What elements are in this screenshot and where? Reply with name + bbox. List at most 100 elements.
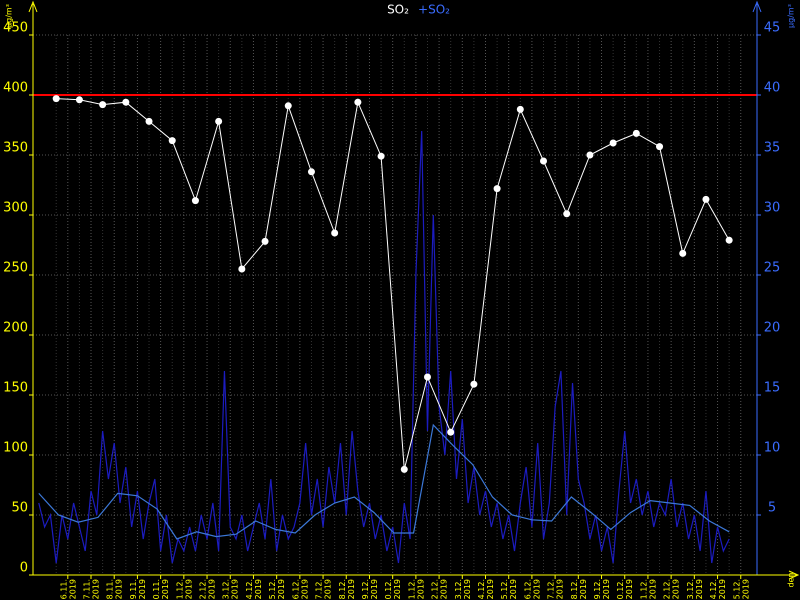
x-tick-label: 13.12.	[454, 579, 463, 600]
x-tick-year: 2019	[648, 579, 657, 599]
data-point	[447, 428, 455, 436]
series-line	[38, 423, 730, 540]
x-axis-label: den	[787, 572, 796, 587]
data-point	[563, 210, 571, 218]
x-tick-year: 2019	[277, 579, 286, 599]
data-point	[261, 237, 269, 245]
y2-tick-label: 25	[764, 261, 781, 276]
x-tick-label: 10.12.	[384, 579, 393, 600]
x-tick-year: 2019	[556, 579, 565, 599]
x-tick-label: 4.12.	[245, 579, 254, 599]
y-tick-label: 0	[20, 561, 28, 576]
series-line	[38, 130, 730, 564]
x-tick-year: 2019	[184, 579, 193, 599]
data-point	[609, 139, 617, 147]
data-point	[331, 229, 339, 237]
y-tick-label: 400	[3, 81, 28, 96]
data-point	[238, 265, 246, 273]
y2-tick-label: 15	[764, 381, 781, 396]
y2-tick-label: 10	[764, 441, 781, 456]
x-tick-year: 2019	[602, 579, 611, 599]
x-axis-arrow	[788, 570, 800, 580]
x-tick-year: 2019	[416, 579, 425, 599]
x-tick-label: 8.12.	[338, 579, 347, 599]
x-tick-year: 2019	[463, 579, 472, 599]
x-tick-label: 28.11.	[106, 579, 115, 600]
x-tick-label: 26.11.	[59, 579, 68, 600]
y2-tick-label: 45	[764, 21, 781, 36]
x-tick-year: 2019	[300, 579, 309, 599]
x-tick-year: 2019	[208, 579, 217, 599]
series-line	[56, 98, 730, 470]
data-point	[99, 101, 107, 109]
x-tick-label: 30.11.	[152, 579, 161, 600]
x-tick-label: 11.12.	[407, 579, 416, 600]
x-tick-label: 29.11.	[129, 579, 138, 600]
x-tick-label: 6.12.	[291, 579, 300, 599]
legend-entry: SO₂	[387, 3, 409, 17]
x-tick-label: 27.11.	[83, 579, 92, 600]
x-tick-label: 3.12.	[222, 579, 231, 599]
x-tick-year: 2019	[532, 579, 541, 599]
data-point	[52, 95, 60, 103]
x-tick-label: 21.12.	[639, 579, 648, 600]
x-tick-label: 14.12.	[477, 579, 486, 600]
x-tick-year: 2019	[370, 579, 379, 599]
x-tick-label: 25.12.	[732, 579, 741, 600]
data-point	[307, 168, 315, 176]
x-tick-year: 2019	[231, 579, 240, 599]
data-point	[702, 195, 710, 203]
data-point	[145, 117, 153, 125]
x-tick-year: 2019	[718, 579, 727, 599]
x-tick-label: 1.12.	[175, 579, 184, 599]
y-tick-label: 300	[3, 201, 28, 216]
y-axis-arrow	[28, 0, 38, 13]
y-tick-label: 350	[3, 141, 28, 156]
y-tick-label: 100	[3, 441, 28, 456]
y2-tick-label: 40	[764, 81, 781, 96]
x-tick-label: 24.12.	[709, 579, 718, 600]
data-point	[423, 373, 431, 381]
data-point	[75, 96, 83, 104]
legend-entry: +SO₂	[418, 3, 450, 17]
x-tick-year: 2019	[509, 579, 518, 599]
x-tick-label: 23.12.	[686, 579, 695, 600]
x-tick-year: 2019	[695, 579, 704, 599]
data-point	[168, 137, 176, 145]
y2-axis-arrow	[752, 0, 762, 13]
data-point	[191, 197, 199, 205]
x-tick-label: 18.12.	[570, 579, 579, 600]
x-tick-year: 2019	[347, 579, 356, 599]
x-tick-label: 15.12.	[500, 579, 509, 600]
x-tick-label: 17.12.	[547, 579, 556, 600]
x-tick-label: 7.12.	[315, 579, 324, 599]
data-point	[656, 143, 664, 151]
y2-unit: µg/m³	[787, 4, 796, 28]
data-point	[516, 105, 524, 113]
y2-tick-label: 30	[764, 201, 781, 216]
x-tick-label: 16.12.	[523, 579, 532, 600]
data-point	[470, 380, 478, 388]
data-point	[679, 249, 687, 257]
y-tick-label: 150	[3, 381, 28, 396]
x-tick-label: 19.12.	[593, 579, 602, 600]
x-tick-label: 9.12.	[361, 579, 370, 599]
y2-tick-label: 5	[768, 501, 776, 516]
x-tick-label: 22.12.	[663, 579, 672, 600]
x-tick-year: 2019	[393, 579, 402, 599]
x-tick-year: 2019	[579, 579, 588, 599]
x-tick-label: 20.12.	[616, 579, 625, 600]
y2-tick-label: 35	[764, 141, 781, 156]
x-tick-year: 2019	[440, 579, 449, 599]
data-point	[493, 185, 501, 193]
x-tick-year: 2019	[254, 579, 263, 599]
y-tick-label: 450	[3, 21, 28, 36]
x-tick-year: 2019	[741, 579, 750, 599]
x-tick-year: 2019	[138, 579, 147, 599]
x-tick-year: 2019	[161, 579, 170, 599]
x-tick-label: 12.12.	[431, 579, 440, 600]
data-point	[725, 236, 733, 244]
data-point	[284, 102, 292, 110]
data-point	[586, 151, 594, 159]
